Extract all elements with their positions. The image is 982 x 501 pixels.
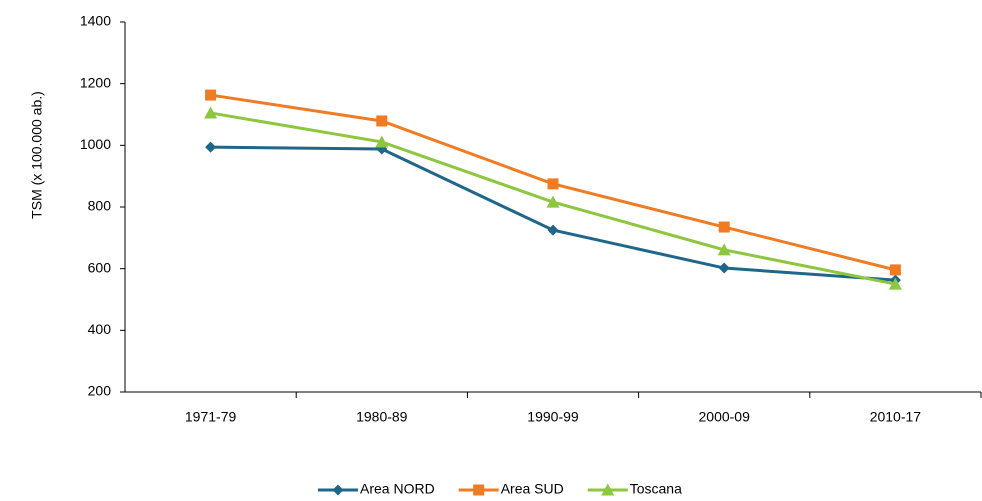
legend-label: Area SUD <box>501 481 564 497</box>
legend-label: Area NORD <box>360 481 435 497</box>
data-point <box>718 221 730 233</box>
data-point <box>547 178 559 190</box>
data-point <box>546 195 560 208</box>
data-point <box>718 262 730 274</box>
legend-marker <box>332 484 344 496</box>
y-tick-label: 1400 <box>80 13 111 29</box>
data-point <box>204 106 218 119</box>
x-tick-label: 2000-09 <box>699 409 751 425</box>
y-tick-label: 800 <box>88 198 112 214</box>
y-axis-label: TSM (x 100.000 ab.) <box>29 91 45 219</box>
data-point <box>205 89 217 101</box>
y-tick-label: 400 <box>88 321 112 337</box>
data-point <box>888 277 902 290</box>
x-tick-label: 2010-17 <box>870 409 922 425</box>
data-point <box>205 141 217 153</box>
y-tick-label: 1200 <box>80 74 111 90</box>
series-line <box>210 145 896 282</box>
data-point <box>547 224 559 236</box>
data-point <box>717 243 731 256</box>
legend-label: Toscana <box>630 481 682 497</box>
data-point <box>376 115 388 127</box>
x-tick-label: 1971-79 <box>185 409 237 425</box>
x-tick-label: 1990-99 <box>527 409 579 425</box>
data-point <box>375 135 389 148</box>
data-point <box>889 264 901 276</box>
legend-marker <box>473 484 485 496</box>
y-tick-label: 600 <box>88 259 112 275</box>
x-tick-label: 1980-89 <box>356 409 408 425</box>
legend-marker <box>601 483 615 496</box>
y-tick-label: 1000 <box>80 136 111 152</box>
y-tick-label: 200 <box>88 383 112 399</box>
